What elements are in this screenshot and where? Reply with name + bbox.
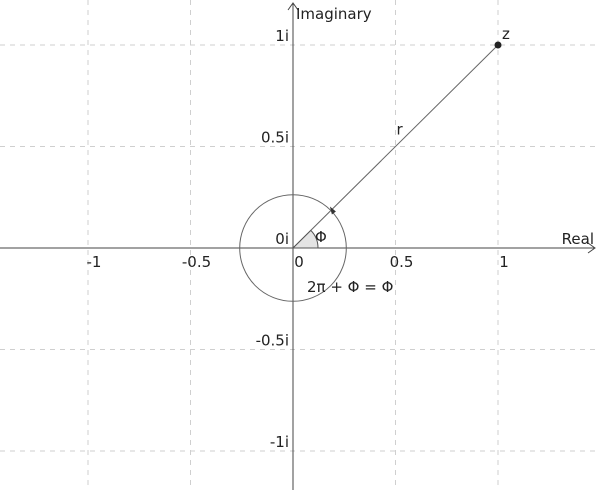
y-tick-label: -1i xyxy=(270,433,289,451)
y-tick-label: 0.5i xyxy=(261,129,289,147)
radius-label: r xyxy=(397,120,404,138)
x-tick-label: -0.5 xyxy=(182,253,211,271)
angle-arrow-icon xyxy=(329,206,336,215)
point-z-label: z xyxy=(502,25,510,43)
x-tick-label: 0.5 xyxy=(390,253,414,271)
imaginary-axis-arrow-icon xyxy=(287,2,299,11)
x-tick-label: 1 xyxy=(499,253,509,271)
y-tick-label: 1i xyxy=(275,27,289,45)
real-axis-arrow-icon xyxy=(587,242,596,254)
imaginary-axis-label: Imaginary xyxy=(296,5,372,23)
y-tick-label: -0.5i xyxy=(256,332,289,350)
x-tick-label: 0 xyxy=(294,253,304,271)
x-tick-label: -1 xyxy=(87,253,102,271)
radius-segment xyxy=(292,44,499,249)
real-axis-label: Real xyxy=(562,230,594,248)
angle-circle xyxy=(239,194,347,302)
tick-labels: -1 -0.5 0 0.5 1 1i 0.5i 0i -0.5i -1i xyxy=(87,27,509,451)
angle-label: Φ xyxy=(315,228,327,246)
y-tick-label: 0i xyxy=(275,230,289,248)
angle-equation: 2π + Φ = Φ xyxy=(307,278,393,296)
angle-marker xyxy=(291,229,319,249)
point-z[interactable] xyxy=(494,41,502,49)
